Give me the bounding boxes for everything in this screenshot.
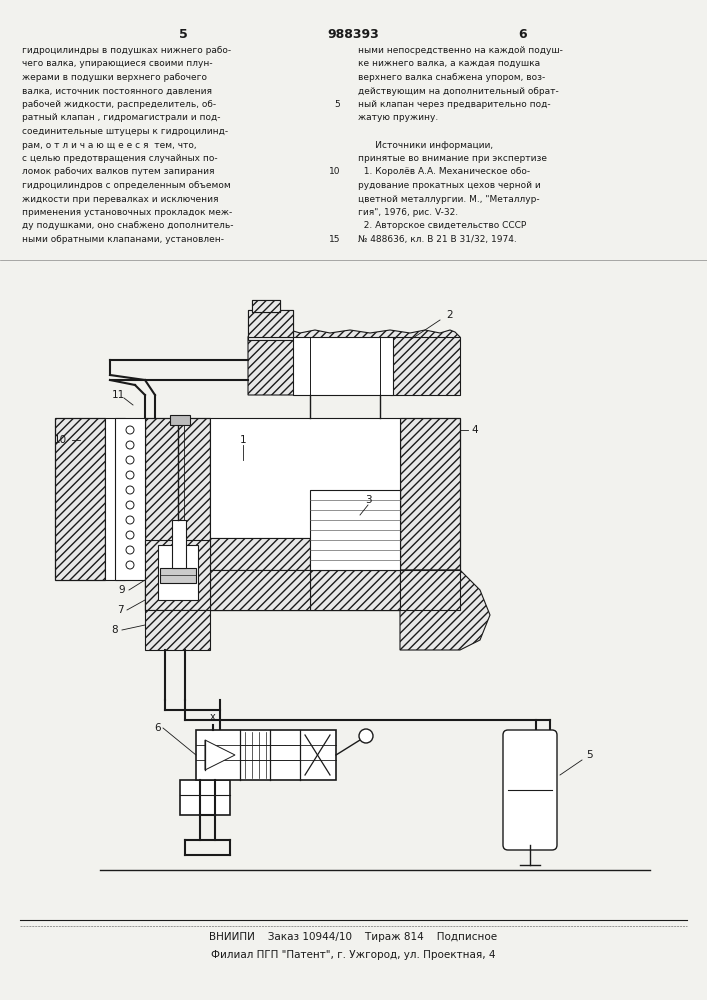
Text: Источники информации,: Источники информации,	[358, 140, 493, 149]
Text: валка, источник постоянного давления: валка, источник постоянного давления	[22, 87, 212, 96]
Text: действующим на дополнительный обрат-: действующим на дополнительный обрат-	[358, 87, 559, 96]
Text: 1: 1	[240, 435, 246, 445]
Text: гидроцилиндры в подушках нижнего рабо-: гидроцилиндры в подушках нижнего рабо-	[22, 46, 231, 55]
Text: жатую пружину.: жатую пружину.	[358, 113, 438, 122]
Bar	[160, 568, 196, 583]
Text: 5: 5	[179, 28, 187, 41]
Text: ными непосредственно на каждой подуш-: ными непосредственно на каждой подуш-	[358, 46, 563, 55]
Text: 2. Авторское свидетельство СССР: 2. Авторское свидетельство СССР	[358, 222, 526, 231]
Circle shape	[359, 729, 373, 743]
Bar	[196, 730, 336, 780]
Polygon shape	[310, 570, 400, 610]
Bar	[170, 415, 190, 425]
Text: 7: 7	[117, 605, 123, 615]
Text: рабочей жидкости, распределитель, об-: рабочей жидкости, распределитель, об-	[22, 100, 216, 109]
Circle shape	[126, 516, 134, 524]
Bar	[248, 310, 293, 340]
Text: рам, о т л и ч а ю щ е е с я  тем, что,: рам, о т л и ч а ю щ е е с я тем, что,	[22, 140, 197, 149]
Text: 5: 5	[587, 750, 593, 760]
Text: 988393: 988393	[327, 28, 379, 41]
Circle shape	[126, 546, 134, 554]
Bar	[115, 418, 145, 580]
Text: соединительные штуцеры к гидроцилинд-: соединительные штуцеры к гидроцилинд-	[22, 127, 228, 136]
Polygon shape	[145, 540, 210, 610]
FancyBboxPatch shape	[503, 730, 557, 850]
Circle shape	[126, 561, 134, 569]
Text: ВНИИПИ    Заказ 10944/10    Тираж 814    Подписное: ВНИИПИ Заказ 10944/10 Тираж 814 Подписно…	[209, 932, 497, 942]
Polygon shape	[248, 310, 293, 337]
Text: 10: 10	[54, 435, 66, 445]
Text: ду подушками, оно снабжено дополнитель-: ду подушками, оно снабжено дополнитель-	[22, 222, 233, 231]
Polygon shape	[55, 418, 105, 580]
Text: верхнего валка снабжена упором, воз-: верхнего валка снабжена упором, воз-	[358, 73, 545, 82]
Text: 4: 4	[472, 425, 479, 435]
Text: 1. Королёв А.А. Механическое обо-: 1. Королёв А.А. Механическое обо-	[358, 167, 530, 176]
Bar	[180, 780, 230, 815]
Text: жерами в подушки верхнего рабочего: жерами в подушки верхнего рабочего	[22, 73, 207, 82]
Polygon shape	[210, 538, 310, 570]
Circle shape	[126, 441, 134, 449]
Text: 3: 3	[365, 495, 371, 505]
Text: 10: 10	[329, 167, 340, 176]
Circle shape	[126, 456, 134, 464]
Text: x: x	[210, 712, 216, 722]
Text: жидкости при перевалках и исключения: жидкости при перевалках и исключения	[22, 194, 218, 204]
Text: № 488636, кл. В 21 В 31/32, 1974.: № 488636, кл. В 21 В 31/32, 1974.	[358, 235, 517, 244]
Circle shape	[126, 486, 134, 494]
Polygon shape	[400, 570, 490, 650]
Text: цветной металлургии. М., "Металлур-: цветной металлургии. М., "Металлур-	[358, 194, 539, 204]
Text: 6: 6	[155, 723, 161, 733]
Text: 6: 6	[519, 28, 527, 41]
Circle shape	[126, 531, 134, 539]
Polygon shape	[252, 300, 280, 312]
Text: ными обратными клапанами, установлен-: ными обратными клапанами, установлен-	[22, 235, 224, 244]
Text: ный клапан через предварительно под-: ный клапан через предварительно под-	[358, 100, 551, 109]
Text: 11: 11	[112, 390, 124, 400]
Polygon shape	[210, 570, 310, 610]
Circle shape	[126, 501, 134, 509]
Text: ломок рабочих валков путем запирания: ломок рабочих валков путем запирания	[22, 167, 214, 176]
Text: применения установочных прокладок меж-: применения установочных прокладок меж-	[22, 208, 233, 217]
Text: 15: 15	[329, 235, 340, 244]
Text: Филиал ПГП "Патент", г. Ужгород, ул. Проектная, 4: Филиал ПГП "Патент", г. Ужгород, ул. Про…	[211, 950, 495, 960]
Bar	[172, 520, 186, 568]
Polygon shape	[248, 330, 460, 395]
Bar	[105, 418, 125, 580]
Text: принятые во внимание при экспертизе: принятые во внимание при экспертизе	[358, 154, 547, 163]
Text: рудование прокатных цехов черной и: рудование прокатных цехов черной и	[358, 181, 541, 190]
Text: 8: 8	[112, 625, 118, 635]
Text: 5: 5	[334, 100, 340, 109]
Polygon shape	[400, 418, 460, 570]
Text: гия", 1976, рис. V-32.: гия", 1976, рис. V-32.	[358, 208, 458, 217]
Text: с целью предотвращения случайных по-: с целью предотвращения случайных по-	[22, 154, 218, 163]
Bar	[158, 545, 198, 600]
Bar	[210, 418, 400, 538]
Text: ратный клапан , гидромагистрали и под-: ратный клапан , гидромагистрали и под-	[22, 113, 221, 122]
Text: ке нижнего валка, а каждая подушка: ке нижнего валка, а каждая подушка	[358, 60, 540, 68]
Text: 2: 2	[447, 310, 453, 320]
Bar	[310, 490, 400, 570]
Text: 9: 9	[119, 585, 125, 595]
Polygon shape	[205, 740, 235, 770]
Polygon shape	[145, 418, 210, 570]
Bar	[293, 337, 393, 395]
Circle shape	[126, 426, 134, 434]
Text: гидроцилиндров с определенным объемом: гидроцилиндров с определенным объемом	[22, 181, 230, 190]
Circle shape	[126, 471, 134, 479]
Text: чего валка, упирающиеся своими плун-: чего валка, упирающиеся своими плун-	[22, 60, 213, 68]
Polygon shape	[390, 337, 460, 395]
Polygon shape	[400, 570, 460, 610]
Polygon shape	[145, 610, 210, 650]
Bar	[252, 300, 280, 312]
Polygon shape	[145, 570, 460, 610]
